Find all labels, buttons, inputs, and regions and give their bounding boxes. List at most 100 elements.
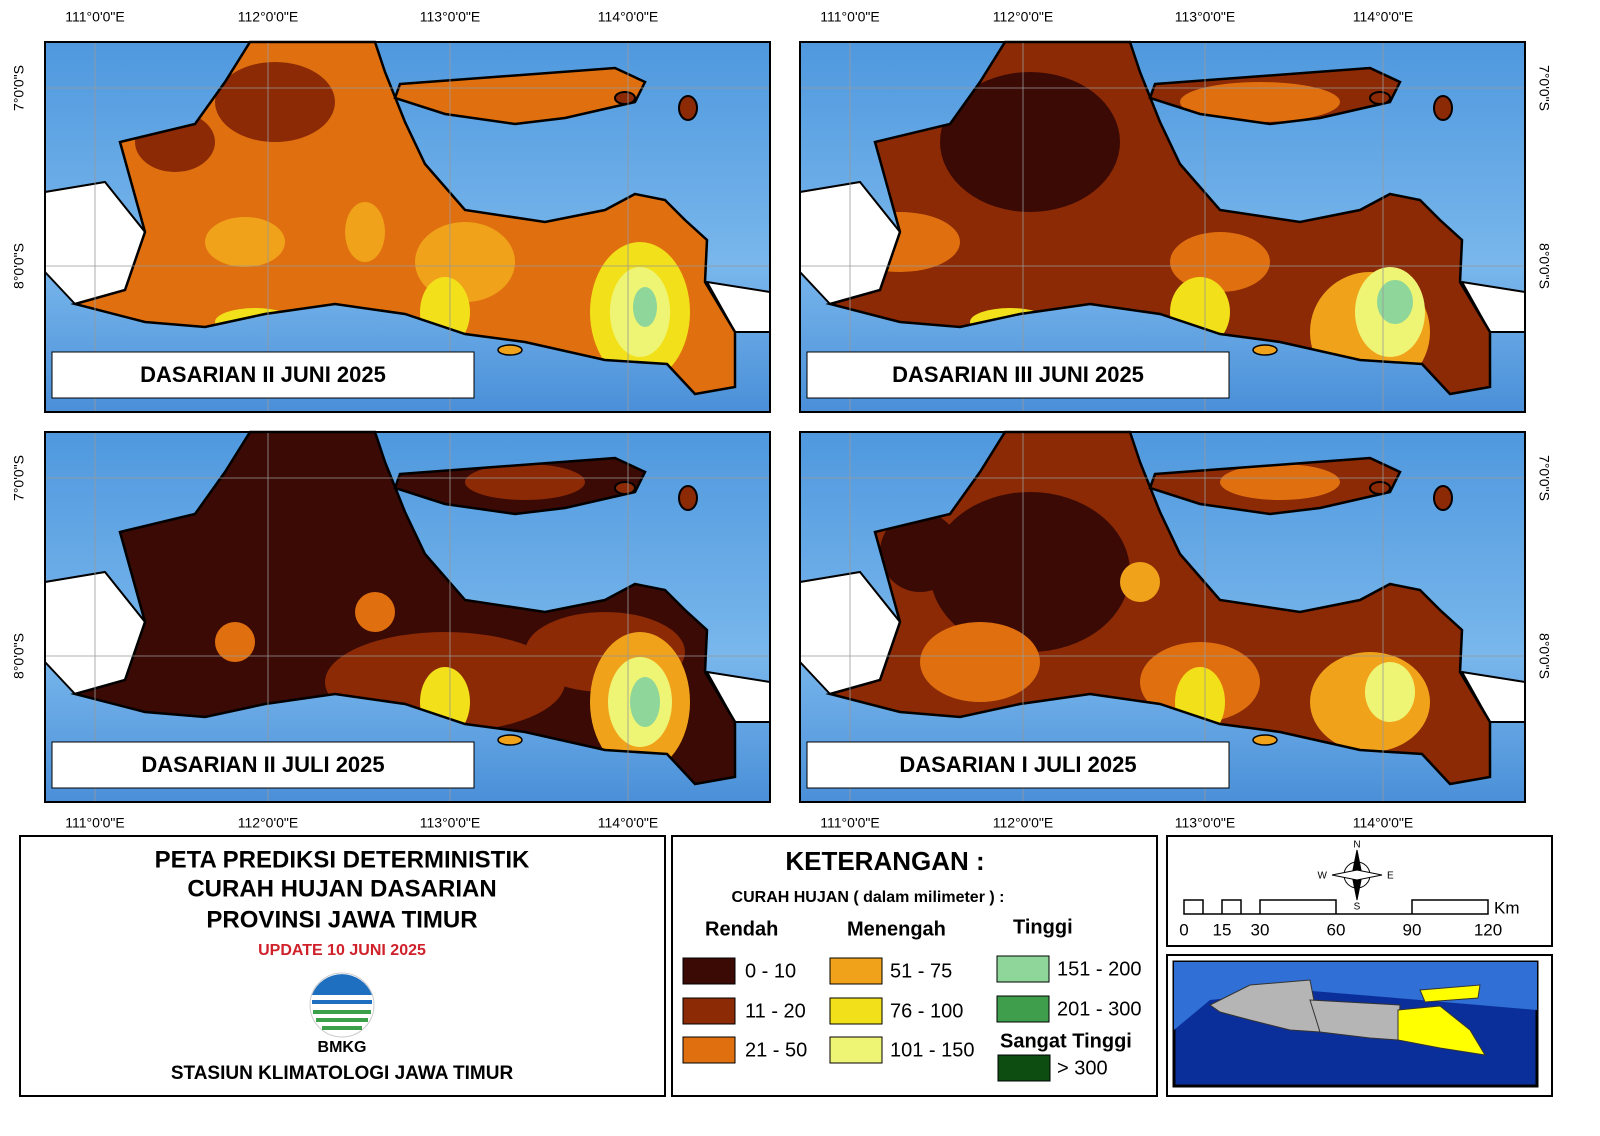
rainfall-zone [205, 217, 285, 267]
rainfall-zone [630, 677, 660, 727]
scale-tick: 60 [1327, 920, 1346, 939]
title-box [19, 835, 666, 1097]
longitude-label: 112°0'0"E [993, 9, 1053, 25]
longitude-label: 112°0'0"E [238, 815, 298, 831]
rainfall-zone [1170, 232, 1270, 292]
legend-swatch [682, 957, 736, 985]
latitude-label: 8°0'0"S [1536, 633, 1552, 679]
rainfall-zone [1120, 562, 1160, 602]
legend-swatch [996, 955, 1050, 983]
legend-group: Menengah [847, 918, 946, 940]
compass-n: N [1353, 840, 1360, 851]
coastline [70, 430, 737, 786]
scale-tick: 90 [1403, 920, 1422, 939]
panel-frame [44, 431, 771, 803]
island [1369, 481, 1391, 495]
scale-unit: Km [1494, 898, 1520, 917]
coastline [70, 40, 737, 396]
rainfall-zone [1220, 464, 1340, 500]
legend-group: Sangat Tinggi [1000, 1030, 1132, 1052]
scale-bar [1183, 899, 1489, 915]
inset-map [1172, 960, 1539, 1088]
island [678, 95, 698, 121]
rainfall-zone [215, 62, 335, 142]
legend-label: 0 - 10 [745, 960, 796, 982]
island [1252, 734, 1278, 746]
compass-s: S [1354, 902, 1361, 913]
longitude-label: 114°0'0"E [1353, 9, 1413, 25]
island [614, 91, 636, 105]
panel-frame [799, 431, 1526, 803]
island [1433, 485, 1453, 511]
panel-frame [799, 41, 1526, 413]
rainfall-zone [633, 287, 657, 327]
logo-text: BMKG [318, 1039, 367, 1056]
panel-label: DASARIAN III JUNI 2025 [892, 362, 1144, 387]
longitude-label: 114°0'0"E [1353, 815, 1413, 831]
map-panel: DASARIAN II JULI 2025 111°0'0"E 112°0'0"E 1… [11, 430, 771, 831]
panel-frame [44, 41, 771, 413]
legend-group: Rendah [705, 918, 778, 940]
rainfall-zone [1180, 82, 1340, 122]
panel-label: DASARIAN I JULI 2025 [899, 752, 1136, 777]
latitude-label: 8°0'0"S [11, 633, 27, 679]
legend-label: 201 - 300 [1057, 998, 1142, 1020]
coastline [393, 66, 647, 126]
longitude-label: 112°0'0"E [238, 9, 298, 25]
legend-label: 11 - 20 [745, 1000, 806, 1022]
rainfall-zone [880, 512, 960, 592]
legend-label: 51 - 75 [890, 960, 952, 982]
longitude-label: 111°0'0"E [65, 9, 124, 25]
longitude-label: 111°0'0"E [820, 9, 879, 25]
panel-label-box [51, 351, 475, 399]
legend-swatch [829, 1036, 883, 1064]
longitude-label: 113°0'0"E [420, 9, 480, 25]
scale-tick: 0 [1179, 920, 1188, 939]
legend-label: 76 - 100 [890, 1000, 963, 1022]
rainfall-zone [345, 202, 385, 262]
coastline [825, 430, 1492, 786]
island [678, 485, 698, 511]
scale-box [1166, 835, 1553, 947]
island [1252, 344, 1278, 356]
legend-swatch [829, 997, 883, 1025]
legend-subheading: CURAH HUJAN ( dalam milimeter ) : [732, 889, 1005, 906]
latitude-label: 8°0'0"S [1536, 243, 1552, 289]
update-date: UPDATE 10 JUNI 2025 [258, 942, 426, 959]
panel-label-box [51, 741, 475, 789]
longitude-label: 113°0'0"E [1175, 815, 1235, 831]
title-line: PETA PREDIKSI DETERMINISTIK [155, 846, 530, 873]
panel-label: DASARIAN II JUNI 2025 [140, 362, 386, 387]
rainfall-zone [1377, 280, 1413, 324]
coastline [393, 456, 647, 516]
map-panel: DASARIAN II JUNI 2025 111°0'0"E 112°0'0"E 1… [11, 9, 771, 413]
legend-swatch [997, 1054, 1051, 1082]
map-panel: DASARIAN I JULI 2025 111°0'0"E 112°0'0"E 11… [799, 430, 1552, 831]
latitude-label: 7°0'0"S [11, 65, 27, 111]
rainfall-zone [930, 492, 1130, 652]
rainfall-zone [465, 464, 585, 500]
station-name: STASIUN KLIMATOLOGI JAWA TIMUR [171, 1063, 514, 1084]
legend-label: > 300 [1057, 1057, 1108, 1079]
latitude-label: 7°0'0"S [11, 455, 27, 501]
legend-swatch [829, 957, 883, 985]
coastline [1148, 66, 1402, 126]
legend-swatch [682, 997, 736, 1025]
longitude-label: 112°0'0"E [993, 815, 1053, 831]
scale-tick: 30 [1251, 920, 1270, 939]
compass [1331, 849, 1383, 901]
panel-label-box [806, 351, 1230, 399]
compass-w: W [1318, 871, 1328, 882]
legend-heading: KETERANGAN : [785, 846, 984, 876]
legend-label: 151 - 200 [1057, 958, 1142, 980]
rainfall-zone [215, 622, 255, 662]
legend-label: 101 - 150 [890, 1039, 975, 1061]
longitude-label: 111°0'0"E [65, 815, 124, 831]
scale-tick: 15 [1213, 920, 1232, 939]
title-line: PROVINSI JAWA TIMUR [206, 906, 477, 933]
panel-label-box [806, 741, 1230, 789]
panel-label: DASARIAN II JULI 2025 [141, 752, 384, 777]
longitude-label: 114°0'0"E [598, 9, 658, 25]
legend-swatch [996, 995, 1050, 1023]
